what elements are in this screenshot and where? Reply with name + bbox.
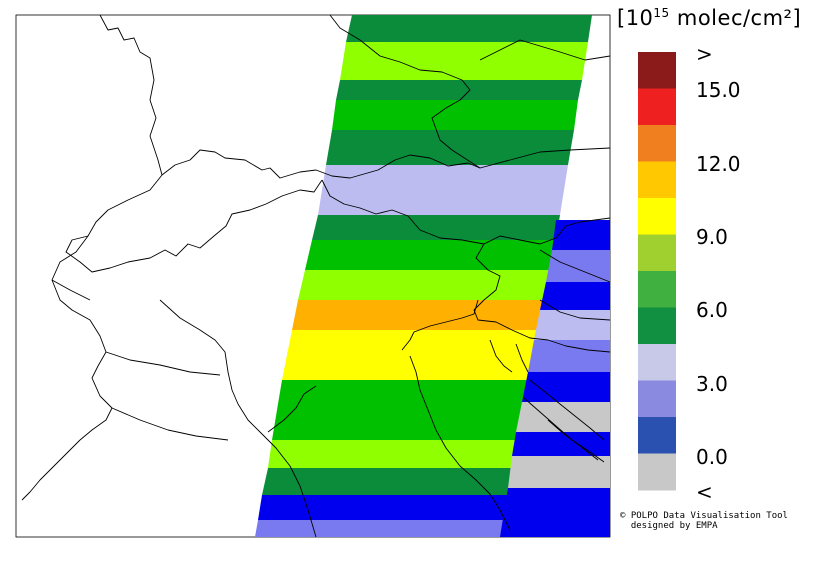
swath-band (516, 402, 610, 432)
swath-band (504, 488, 610, 512)
swath-band (346, 15, 592, 42)
credit-line-2: designed by EMPA (620, 521, 718, 531)
swath-band (255, 520, 506, 537)
swath-band (336, 80, 582, 100)
colorbar-segment (638, 417, 676, 454)
colorbar-segment (638, 271, 676, 308)
colorbar-segment (638, 234, 676, 272)
swath-band (332, 100, 578, 130)
swath-band (258, 495, 512, 520)
satellite-swath (255, 15, 610, 537)
colorbar-segment (638, 161, 676, 199)
swath-band (512, 432, 610, 456)
swath-band (262, 468, 518, 495)
swath-band (282, 330, 540, 380)
swath-band (268, 440, 522, 468)
colorbar-segment (638, 453, 676, 491)
country-borders (21, 14, 611, 538)
swath-band (292, 300, 545, 330)
swath-band (508, 456, 610, 488)
colorbar-segment (638, 198, 676, 235)
colorbar-segment (638, 307, 676, 345)
colorbar-unit-label: [1015 molec/cm²] (617, 6, 801, 30)
swath-band (340, 42, 588, 80)
colorbar-tick-0: 0.0 (696, 445, 728, 469)
swath-band (528, 340, 610, 372)
colorbar-over-label: > (696, 42, 713, 66)
swath-band (312, 215, 560, 240)
colorbar-tick-6: 6.0 (696, 298, 728, 322)
swath-band (540, 282, 610, 310)
swath-band (326, 130, 574, 165)
colorbar-tick-12: 12.0 (696, 152, 741, 176)
swath-band (305, 240, 556, 270)
unit-prefix: [10 (617, 6, 654, 30)
colorbar-segment (638, 344, 676, 381)
colorbar-segment (638, 88, 676, 126)
colorbar-segment (638, 380, 676, 418)
swath-band (546, 250, 610, 282)
colorbar-tick-15: 15.0 (696, 78, 741, 102)
swath-band (272, 380, 532, 440)
credit-line-1: © POLPO Data Visualisation Tool (620, 511, 788, 521)
colorbar-tick-3: 3.0 (696, 372, 728, 396)
swath-band (318, 165, 568, 215)
colorbar-segment (638, 52, 676, 89)
unit-exponent: 15 (653, 6, 670, 20)
swath-band (552, 220, 610, 250)
swath-band (534, 310, 610, 340)
swath-band (522, 372, 610, 402)
swath-band (298, 270, 550, 300)
colorbar-segment (638, 125, 676, 162)
colorbar-tick-9: 9.0 (696, 225, 728, 249)
swath-band (500, 512, 610, 537)
credit-text: © POLPO Data Visualisation Tool designed… (620, 511, 788, 531)
unit-suffix: molec/cm²] (669, 6, 802, 30)
colorbar-under-label: < (696, 480, 713, 504)
